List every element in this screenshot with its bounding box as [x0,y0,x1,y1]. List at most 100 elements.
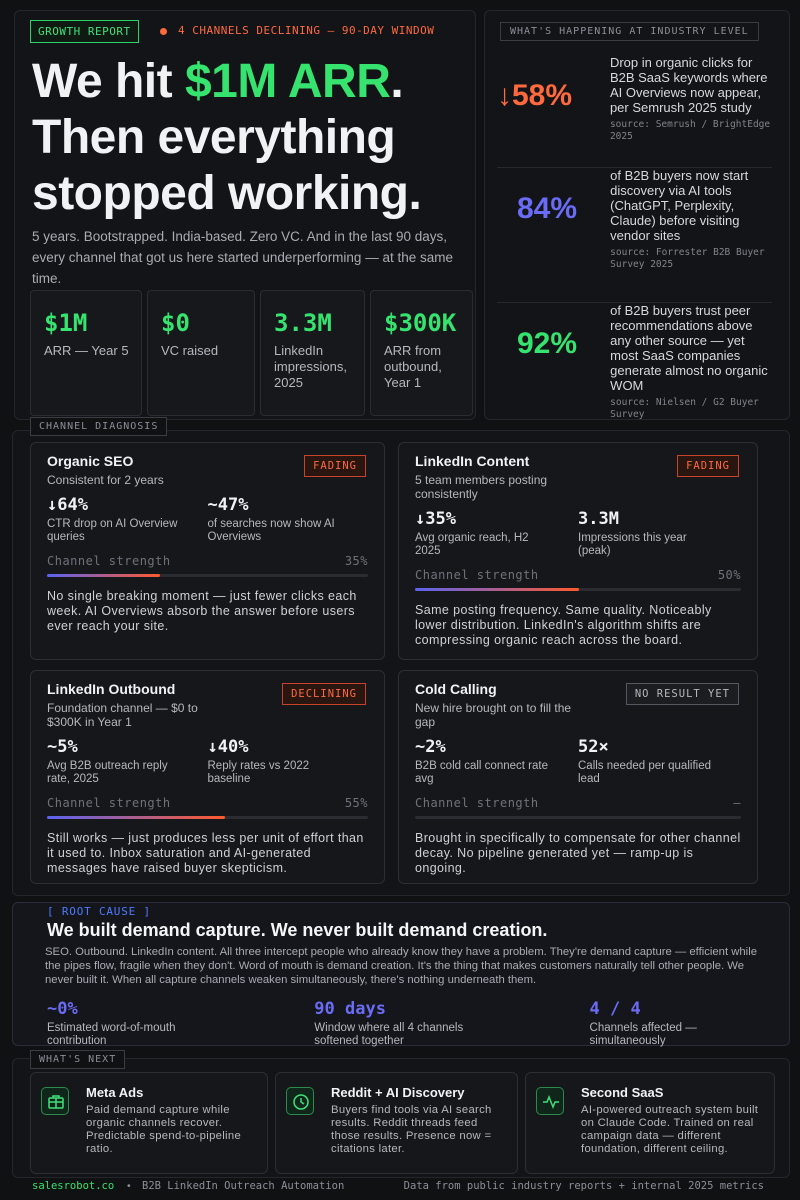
strength-row: Channel strength 35% [47,554,368,568]
root-stat: ~0% Estimated word-of-mouth contribution [47,999,314,1048]
channel-subtitle: Foundation channel — $0 to $300K in Year… [47,701,198,729]
channel-metric: ~5% Avg B2B outreach reply rate, 2025 [47,737,208,786]
root-stat-label: Channels affected — simultaneously [589,1022,697,1047]
next-text: AI-powered outreach system built on Clau… [581,1104,759,1155]
stat-value: 3.3M [274,309,332,337]
channel-metric: ↓35% Avg organic reach, H2 2025 [415,509,578,558]
industry-value: 92% [517,327,578,360]
channel-metrics: ↓64% CTR drop on AI Overview queries ~47% o… [47,495,368,544]
strength-label: Channel strength [47,796,171,810]
headline-text: We hit [32,55,185,108]
footer-site: salesrobot.co [32,1180,115,1192]
channel-subtitle: 5 team members posting consistently [415,473,548,501]
channel-metric: ↓64% CTR drop on AI Overview queries [47,495,208,544]
channel-subtitle: Consistent for 2 years [47,473,164,487]
next-card: Meta Ads Paid demand capture while organi… [30,1072,268,1174]
industry-source: source: Nielsen / G2 Buyer Survey [610,397,759,420]
channel-status: FADING [677,455,739,477]
channel-metrics: ~2% B2B cold call connect rate avg 52× Call… [415,737,741,786]
footer-separator: • [127,1180,131,1192]
industry-text: of B2B buyers trust peer recommendations… [610,303,768,393]
headline: We hit $1M ARR. Then everything stopped … [32,54,422,222]
stat-label: ARR — Year 5 [44,343,129,358]
strength-value: – [733,796,741,810]
stat-value: $1M [44,309,88,337]
stat-card: $0 VC raised [147,290,255,416]
industry-value: ↓58% [497,79,573,112]
stat-card: $1M ARR — Year 5 [30,290,142,416]
strength-track [415,588,741,591]
industry-item: 92% of B2B buyers trust peer recommendati… [497,303,772,420]
next-title: Reddit + AI Discovery [331,1085,465,1100]
icon [293,1094,309,1110]
channel-status: FADING [304,455,366,477]
alert-text: 4 CHANNELS DECLINING — 90-DAY WINDOW [178,24,435,37]
channel-note: Still works — just produces less per uni… [47,831,364,875]
metric-label: B2B cold call connect rate avg [415,760,548,785]
strength-row: Channel strength 50% [415,568,741,582]
root-cause-tag: [ ROOT CAUSE ] [47,905,151,918]
industry-text-block: Drop in organic clicks for B2B SaaS keyw… [610,55,772,167]
stat-card: 3.3M LinkedIn impressions, 2025 [260,290,365,416]
industry-text: of B2B buyers now start discovery via AI… [610,168,749,243]
report-badge: GROWTH REPORT [30,20,139,43]
metric-value: ↓35% [415,509,456,529]
icon [543,1094,559,1110]
industry-source: source: Semrush / BrightEdge 2025 [609,119,771,142]
metric-label: Impressions this year (peak) [578,532,687,557]
headline-text: . [390,55,404,108]
channel-metrics: ↓35% Avg organic reach, H2 2025 3.3M Impres… [415,509,741,558]
headline-line: stopped working. [32,167,422,220]
next-text: Paid demand capture while organic channe… [86,1104,242,1155]
section-label: CHANNEL DIAGNOSIS [30,417,168,436]
strength-row: Channel strength 55% [47,796,368,810]
stat-value: $0 [161,309,190,337]
headline-line: We hit $1M ARR. [32,54,421,110]
channel-note: Same posting frequency. Same quality. No… [415,603,712,647]
strength-label: Channel strength [415,796,539,810]
metric-label: Avg organic reach, H2 2025 [415,532,529,557]
channel-name: Cold Calling [415,681,497,697]
icon [48,1095,64,1109]
metric-value: ↓40% [207,737,249,757]
root-cause-stats: ~0% Estimated word-of-mouth contribution 9… [47,999,789,1048]
stat-label: LinkedIn impressions, 2025 [274,343,347,390]
channel-card: LinkedIn Content 5 team members posting c… [398,442,758,660]
strength-track [47,574,368,577]
channel-note: No single breaking moment — just fewer c… [47,589,357,633]
strength-track [415,816,741,819]
industry-value: 84% [517,192,578,225]
root-stat-value: ~0% [47,999,78,1019]
root-stat-value: 4 / 4 [589,999,641,1019]
channel-subtitle: New hire brought on to fill the gap [415,701,572,729]
strength-bar [415,588,579,591]
headline-highlight: $1M ARR [184,55,391,108]
next-icon [536,1087,564,1115]
channel-status: DECLINING [282,683,366,705]
metric-label: of searches now show AI Overviews [207,518,335,543]
stat-label: ARR from outbound, Year 1 [384,343,442,390]
strength-value: 55% [344,796,368,810]
channel-metric: ~47% of searches now show AI Overviews [208,495,369,544]
strength-value: 35% [344,554,368,568]
channel-name: LinkedIn Outbound [47,681,176,697]
metric-label: CTR drop on AI Overview queries [47,518,178,543]
industry-text: Drop in organic clicks for B2B SaaS keyw… [609,55,768,115]
root-cause-headline: We built demand capture. We never built … [47,920,548,940]
next-card: Reddit + AI Discovery Buyers find tools v… [275,1072,518,1174]
metric-label: Calls needed per qualified lead [578,760,711,785]
footer-tagline: B2B LinkedIn Outreach Automation [142,1180,345,1192]
root-stat-label: Estimated word-of-mouth contribution [47,1022,176,1047]
channel-note: Brought in specifically to compensate fo… [415,831,741,875]
channel-metrics: ~5% Avg B2B outreach reply rate, 2025 ↓40%… [47,737,368,786]
metric-label: Reply rates vs 2022 baseline [207,760,310,785]
channel-status: NO RESULT YET [625,683,739,705]
channel-name: Organic SEO [47,453,134,469]
channel-card: Organic SEO Consistent for 2 years FADING ↓… [30,442,385,660]
stat-value: $300K [384,309,457,337]
intro: 5 years. Bootstrapped. India-based. Zero… [32,229,453,286]
stat-label: VC raised [161,343,219,358]
stat-card: $300K ARR from outbound, Year 1 [370,290,473,416]
channel-metric: 52× Calls needed per qualified lead [578,737,741,786]
